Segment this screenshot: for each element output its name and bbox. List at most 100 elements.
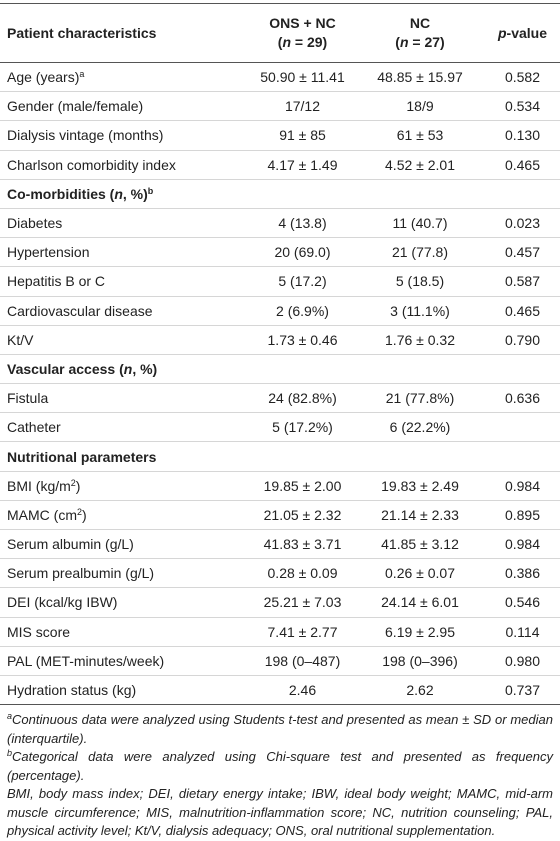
text: BMI, body mass index; DEI, dietary energ… (7, 786, 553, 839)
superscript: 2 (77, 506, 83, 517)
row-label: MIS score (0, 617, 250, 646)
cell: 1.73 ± 0.46 (250, 325, 355, 354)
text: 0.790 (504, 331, 541, 348)
data-row: Fistula 24 (82.8%) 21 (77.8%) 0.636 (0, 384, 560, 413)
cell: 7.41 ± 2.77 (250, 617, 355, 646)
cell: 0.130 (485, 121, 560, 150)
cell: 4.17 ± 1.49 (250, 150, 355, 179)
row-label: Dialysis vintage (months) (0, 121, 250, 150)
cell: 0.023 (485, 208, 560, 237)
row-label: MAMC (cm2) (0, 500, 250, 529)
cell: 19.83 ± 2.49 (355, 471, 485, 500)
cell: 5 (17.2%) (250, 413, 355, 442)
cell: 41.85 ± 3.12 (355, 530, 485, 559)
footnote: bCategorical data were analyzed using Ch… (7, 748, 553, 785)
cell: 25.21 ± 7.03 (250, 588, 355, 617)
superscript: b (7, 748, 13, 759)
text: 19.83 ± 2.49 (381, 477, 459, 494)
text: ONS + NC (269, 15, 336, 31)
cell: 0.790 (485, 325, 560, 354)
text: 0.636 (504, 390, 541, 407)
cell: 61 ± 53 (355, 121, 485, 150)
text: n (282, 34, 292, 50)
text: NC (409, 15, 431, 31)
cell: 198 (0–487) (250, 646, 355, 675)
text: 91 ± 85 (279, 127, 326, 144)
cell: 4.52 ± 2.01 (355, 150, 485, 179)
text: 21 (77.8%) (385, 390, 455, 407)
cell: 91 ± 85 (250, 121, 355, 150)
row-label: Age (years)a (0, 63, 250, 92)
text: 7.41 ± 2.77 (267, 623, 338, 640)
cell: 4 (13.8) (250, 208, 355, 237)
text: 2 (6.9%) (276, 302, 329, 319)
data-row: Age (years)a 50.90 ± 11.41 48.85 ± 15.97 0.… (0, 63, 560, 92)
text: = 29) (291, 34, 328, 50)
cell: 0.28 ± 0.09 (250, 559, 355, 588)
text: 21.14 ± 2.33 (381, 506, 459, 523)
text: 24.14 ± 6.01 (381, 594, 459, 611)
data-row: Gender (male/female) 17/12 18/9 0.534 (0, 92, 560, 121)
cell: 21 (77.8) (355, 238, 485, 267)
text: n (399, 34, 409, 50)
text: Categorical data were analyzed using Chi… (7, 749, 553, 783)
cell: 5 (17.2) (250, 267, 355, 296)
row-label: Kt/V (0, 325, 250, 354)
cell: 0.737 (485, 675, 560, 704)
text: 0.980 (504, 652, 541, 669)
cell: 21.05 ± 2.32 (250, 500, 355, 529)
data-row: Diabetes 4 (13.8) 11 (40.7) 0.023 (0, 208, 560, 238)
text: 5 (17.2) (278, 273, 327, 290)
row-label: Hydration status (kg) (0, 675, 250, 704)
data-row: Serum prealbumin (g/L) 0.28 ± 0.09 0.26 ± … (0, 559, 560, 588)
cell: 2.62 (355, 675, 485, 704)
text: 198 (0–396) (382, 652, 458, 669)
text: Nutritional parameters (7, 448, 157, 465)
cell (485, 413, 560, 442)
superscript: a (79, 69, 85, 80)
text: 0.457 (504, 244, 541, 261)
text: 17/12 (284, 98, 321, 115)
cell: 6 (22.2%) (355, 413, 485, 442)
cell: 24 (82.8%) (250, 384, 355, 413)
row-label: Serum prealbumin (g/L) (0, 559, 250, 588)
text: Kt/V (7, 331, 34, 348)
text: 0.546 (504, 594, 541, 611)
data-row: MAMC (cm2) 21.05 ± 2.32 21.14 ± 2.33 0.895 (0, 500, 560, 530)
text: 5 (18.5) (395, 273, 445, 290)
text: Serum prealbumin (g/L) (7, 565, 155, 582)
section-row: Nutritional parameters (0, 442, 560, 472)
text: 0.582 (504, 69, 541, 86)
text: ) (75, 477, 81, 494)
text: 0.386 (504, 565, 541, 582)
text: Serum albumin (g/L) (7, 536, 134, 553)
text: 0.465 (504, 156, 541, 173)
data-row: Hypertension 20 (69.0) 21 (77.8) 0.457 (0, 238, 560, 267)
text: Continuous data were analyzed using Stud… (7, 712, 553, 746)
text: n (114, 185, 123, 202)
data-row: BMI (kg/m2) 19.85 ± 2.00 19.83 ± 2.49 0.984 (0, 471, 560, 501)
row-label: DEI (kcal/kg IBW) (0, 588, 250, 617)
footnotes: aContinuous data were analyzed using Stu… (0, 705, 560, 841)
header-cell: NC (n = 27) (355, 4, 485, 63)
cell: 21.14 ± 2.33 (355, 500, 485, 529)
text: 61 ± 53 (396, 127, 444, 144)
row-label: Serum albumin (g/L) (0, 530, 250, 559)
cell: 50.90 ± 11.41 (250, 63, 355, 92)
text: 0.895 (504, 506, 541, 523)
row-label: PAL (MET-minutes/week) (0, 646, 250, 675)
text: 0.130 (504, 127, 541, 144)
text: Cardiovascular disease (7, 302, 153, 319)
data-row: Hepatitis B or C 5 (17.2) 5 (18.5) 0.587 (0, 267, 560, 296)
cell: 0.980 (485, 646, 560, 675)
data-row: Hydration status (kg) 2.46 2.62 0.737 (0, 675, 560, 705)
section-label: Vascular access (n, %) (0, 354, 560, 383)
text: 0.737 (504, 682, 541, 699)
footnote: aContinuous data were analyzed using Stu… (7, 711, 553, 748)
cell: 18/9 (355, 92, 485, 121)
cell: 41.83 ± 3.71 (250, 530, 355, 559)
text: 21 (77.8) (391, 244, 449, 261)
text: Charlson comorbidity index (7, 156, 176, 173)
header-cell: p-value (485, 4, 560, 63)
cell: 0.114 (485, 617, 560, 646)
